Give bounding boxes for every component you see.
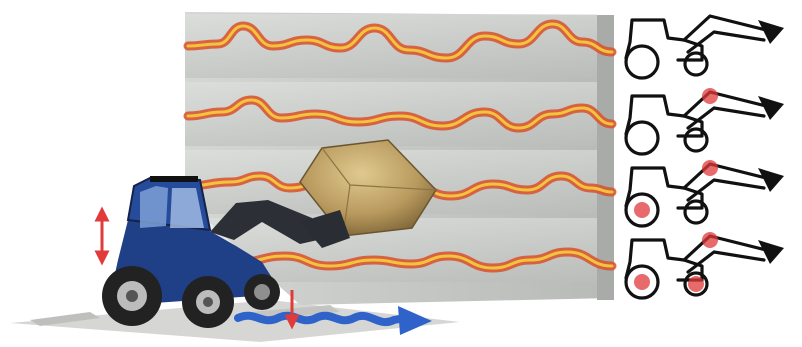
- tractor-loader-icon: [624, 160, 784, 228]
- tractor-loader-icon: [624, 232, 784, 300]
- cab-window: [170, 188, 204, 228]
- vibration-highlight-icon: [634, 274, 650, 290]
- vibration-highlight-icon: [702, 160, 718, 176]
- loader-arm: [210, 200, 318, 244]
- tractor-loader-icon: [624, 88, 784, 156]
- vibration-highlight-icon: [688, 276, 704, 292]
- vibration-wave-inner: [186, 98, 614, 130]
- vibration-highlight-icon: [702, 232, 718, 248]
- tractor: [94, 176, 350, 330]
- cab-roof: [150, 176, 198, 182]
- vibration-wave-inner: [238, 250, 614, 270]
- loader-state-icons: [624, 14, 784, 300]
- loader-bucket: [300, 210, 350, 248]
- vibration-wave-inner: [186, 22, 614, 60]
- road-vibration-wave: [234, 306, 432, 335]
- bucket-icon: [758, 240, 784, 264]
- panel-edge: [597, 15, 614, 300]
- tractor-loader-icon: [624, 14, 784, 80]
- bucket-icon: [758, 168, 784, 192]
- bucket-icon: [758, 96, 784, 120]
- bucket-icon: [758, 20, 784, 44]
- vibration-highlight-icon: [702, 88, 718, 104]
- arrow-head-icon: [398, 306, 432, 335]
- cab-window: [140, 186, 168, 228]
- vibration-highlight-icon: [634, 202, 650, 218]
